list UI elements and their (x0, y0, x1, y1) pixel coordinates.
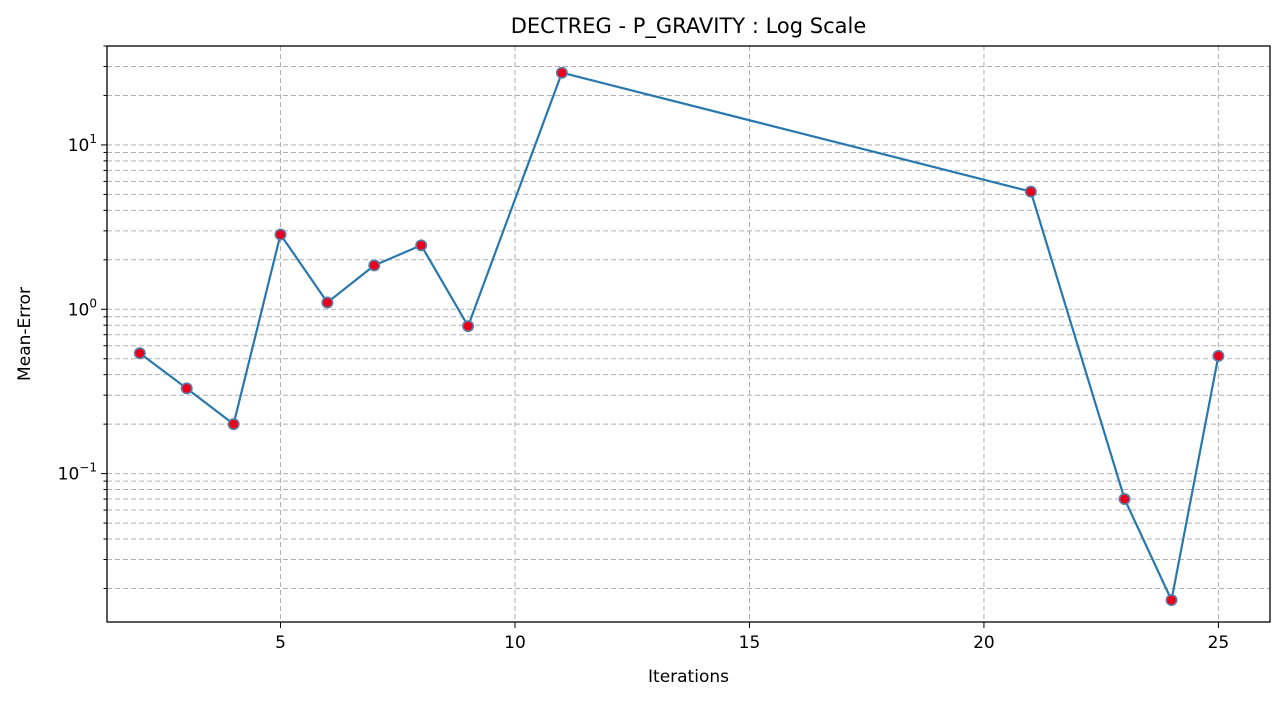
y-tick-label: 100 (68, 296, 97, 320)
x-tick-label: 10 (504, 633, 526, 653)
y-tick-label: 101 (68, 132, 97, 156)
data-point-marker (1212, 349, 1225, 362)
y-tick-label: 10−1 (58, 461, 97, 485)
y-tick-base: 10 (68, 300, 90, 320)
y-tick-exponent: 0 (89, 296, 97, 310)
y-axis-label: Mean-Error (15, 287, 35, 381)
data-point-marker (462, 320, 475, 333)
grid-lines (107, 45, 1270, 622)
x-tick-label: 15 (739, 633, 761, 653)
data-point-marker (274, 228, 287, 241)
data-point-marker (1118, 493, 1131, 506)
x-tick-label: 5 (275, 633, 286, 653)
chart-title: DECTREG - P_GRAVITY : Log Scale (511, 14, 867, 39)
data-point-marker (133, 347, 146, 360)
y-tick-exponent: −1 (79, 461, 97, 475)
data-series (133, 66, 1225, 607)
data-point-marker (180, 382, 193, 395)
data-point-marker (555, 66, 568, 79)
y-tick-exponent: 1 (89, 132, 97, 146)
y-tick-base: 10 (68, 136, 90, 156)
x-axis-label: Iterations (648, 667, 729, 687)
data-point-marker (1165, 594, 1178, 607)
x-tick-label: 20 (973, 633, 995, 653)
data-point-marker (415, 239, 428, 252)
plot-area-frame (106, 45, 1271, 623)
data-point-marker (1024, 185, 1037, 198)
y-tick-base: 10 (58, 465, 80, 485)
data-point-marker (321, 296, 334, 309)
x-tick-label: 25 (1208, 633, 1230, 653)
data-point-marker (368, 259, 381, 272)
data-point-marker (227, 418, 240, 431)
